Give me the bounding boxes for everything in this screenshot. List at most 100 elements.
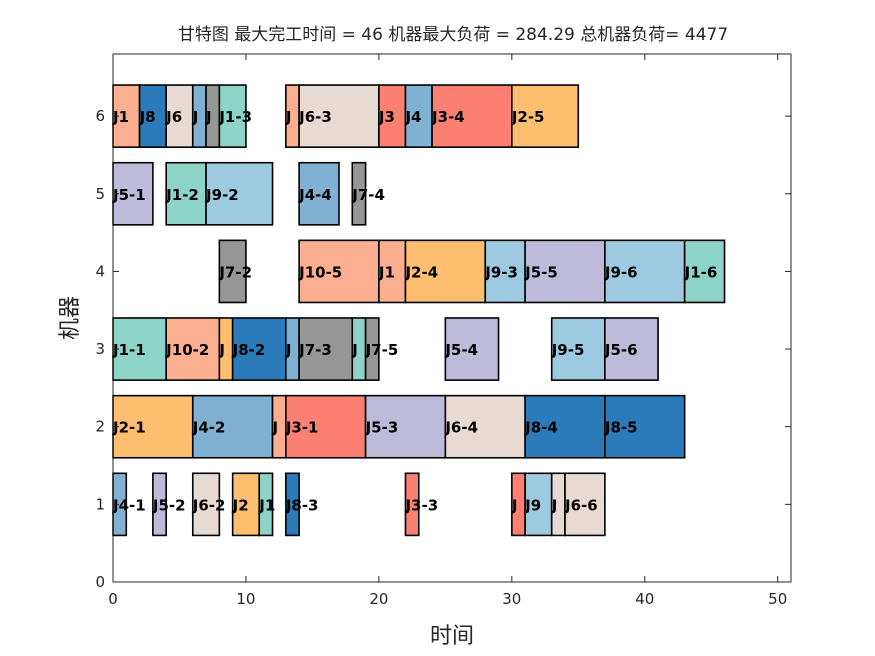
task-bar (112, 161, 154, 226)
x-axis-label: 时间 (430, 624, 474, 649)
task-bar (378, 84, 407, 148)
x-tick-label: 20 (369, 590, 388, 608)
task-bar (191, 472, 221, 537)
task-label: J7-3 (298, 341, 332, 359)
task-label: J8 (139, 108, 156, 126)
task-label: J1-3 (218, 108, 252, 126)
task-bar (112, 394, 194, 459)
y-tick-label: 1 (95, 495, 105, 513)
task-bars: J4-1 J5-2 J6-2 J2 J1 J8-3 J3-3 J J9 J J6-6 J2-1 J4-2… (112, 84, 726, 537)
task-bar (258, 472, 274, 537)
task-label: J9-2 (205, 186, 239, 204)
task-label: J5-5 (524, 263, 558, 281)
task-label: J4 (404, 108, 421, 126)
task-bar (285, 394, 367, 459)
task-bar (298, 317, 354, 381)
task-bar (524, 239, 606, 304)
x-tick-label: 40 (635, 590, 654, 608)
task-label: J1-1 (112, 341, 146, 359)
task-label: J5-2 (152, 496, 186, 514)
task-label: J (205, 108, 212, 126)
task-label: J (285, 341, 292, 359)
y-axis-label: 机器 (58, 296, 83, 340)
task-bar (298, 161, 340, 226)
task-label: J6-2 (192, 496, 226, 514)
task-bar (165, 317, 221, 381)
task-bar (231, 317, 287, 381)
task-bar (404, 239, 487, 304)
y-tick-label: 4 (95, 262, 105, 280)
task-label: J5-3 (365, 419, 399, 437)
task-bar (604, 317, 659, 381)
x-tick-label: 10 (236, 590, 255, 608)
task-label: J6 (165, 108, 182, 126)
task-bar (564, 472, 606, 537)
y-tick-label: 0 (95, 573, 105, 591)
task-bar (152, 472, 167, 537)
task-label: J (218, 341, 225, 359)
task-label: J (551, 496, 558, 514)
task-label: J1-2 (165, 186, 199, 204)
task-label: J5-4 (444, 341, 478, 359)
axes-box (112, 53, 792, 583)
task-bar (165, 84, 194, 148)
task-label: J8-5 (604, 419, 638, 437)
task-label: J7-2 (218, 263, 252, 281)
task-label: J5-6 (604, 341, 638, 359)
x-tick-label: 30 (502, 590, 521, 608)
task-label: J5-1 (112, 186, 146, 204)
task-bar (112, 317, 167, 381)
task-bar (378, 239, 407, 304)
task-label: J2-5 (511, 108, 545, 126)
task-bar (218, 84, 247, 148)
task-label: J (285, 108, 292, 126)
task-label: J9-5 (551, 341, 585, 359)
task-label: J2-1 (112, 419, 146, 437)
task-label: J9 (524, 496, 541, 514)
task-bar (604, 394, 686, 459)
task-label: J7-5 (365, 341, 399, 359)
task-label: J1 (378, 263, 395, 281)
task-label: J3 (378, 108, 395, 126)
task-bar (683, 239, 726, 304)
task-label: J6-3 (298, 108, 332, 126)
task-bar (138, 84, 167, 148)
task-label: J4-1 (112, 496, 146, 514)
task-label: J3-3 (404, 496, 438, 514)
task-bar (205, 161, 274, 226)
y-tick-label: 6 (95, 107, 105, 125)
task-label: J6-4 (444, 419, 478, 437)
task-bar (550, 317, 606, 381)
task-bar (404, 472, 420, 537)
task-label: J6-6 (564, 496, 598, 514)
task-label: J9-3 (484, 263, 518, 281)
task-label: J3-4 (431, 108, 465, 126)
task-bar (285, 472, 300, 537)
axes: 0 10 20 30 40 50 0 1 2 3 4 5 6 (95, 53, 792, 608)
task-label: J3-1 (285, 419, 319, 437)
task-bar (165, 161, 207, 226)
task-bar (444, 317, 500, 381)
task-label: J10-5 (298, 263, 342, 281)
task-bar (511, 84, 580, 148)
task-bar (524, 472, 553, 537)
task-label: J4-2 (192, 419, 226, 437)
task-label: J (272, 419, 279, 437)
task-label: J (511, 496, 518, 514)
task-label: J10-2 (165, 341, 209, 359)
task-label: J9-6 (604, 263, 638, 281)
task-label: J8-3 (285, 496, 319, 514)
task-label: J1-6 (684, 263, 718, 281)
task-bar (218, 239, 247, 304)
task-label: J2 (232, 496, 249, 514)
y-tick-label: 2 (95, 418, 105, 436)
task-label: J4-4 (298, 186, 332, 204)
task-bar (364, 394, 447, 459)
task-label: J (192, 108, 199, 126)
task-label: J8-4 (524, 419, 558, 437)
task-bar (431, 84, 513, 148)
task-label: J1 (258, 496, 275, 514)
task-label: J (351, 341, 358, 359)
x-tick-label: 50 (768, 590, 787, 608)
